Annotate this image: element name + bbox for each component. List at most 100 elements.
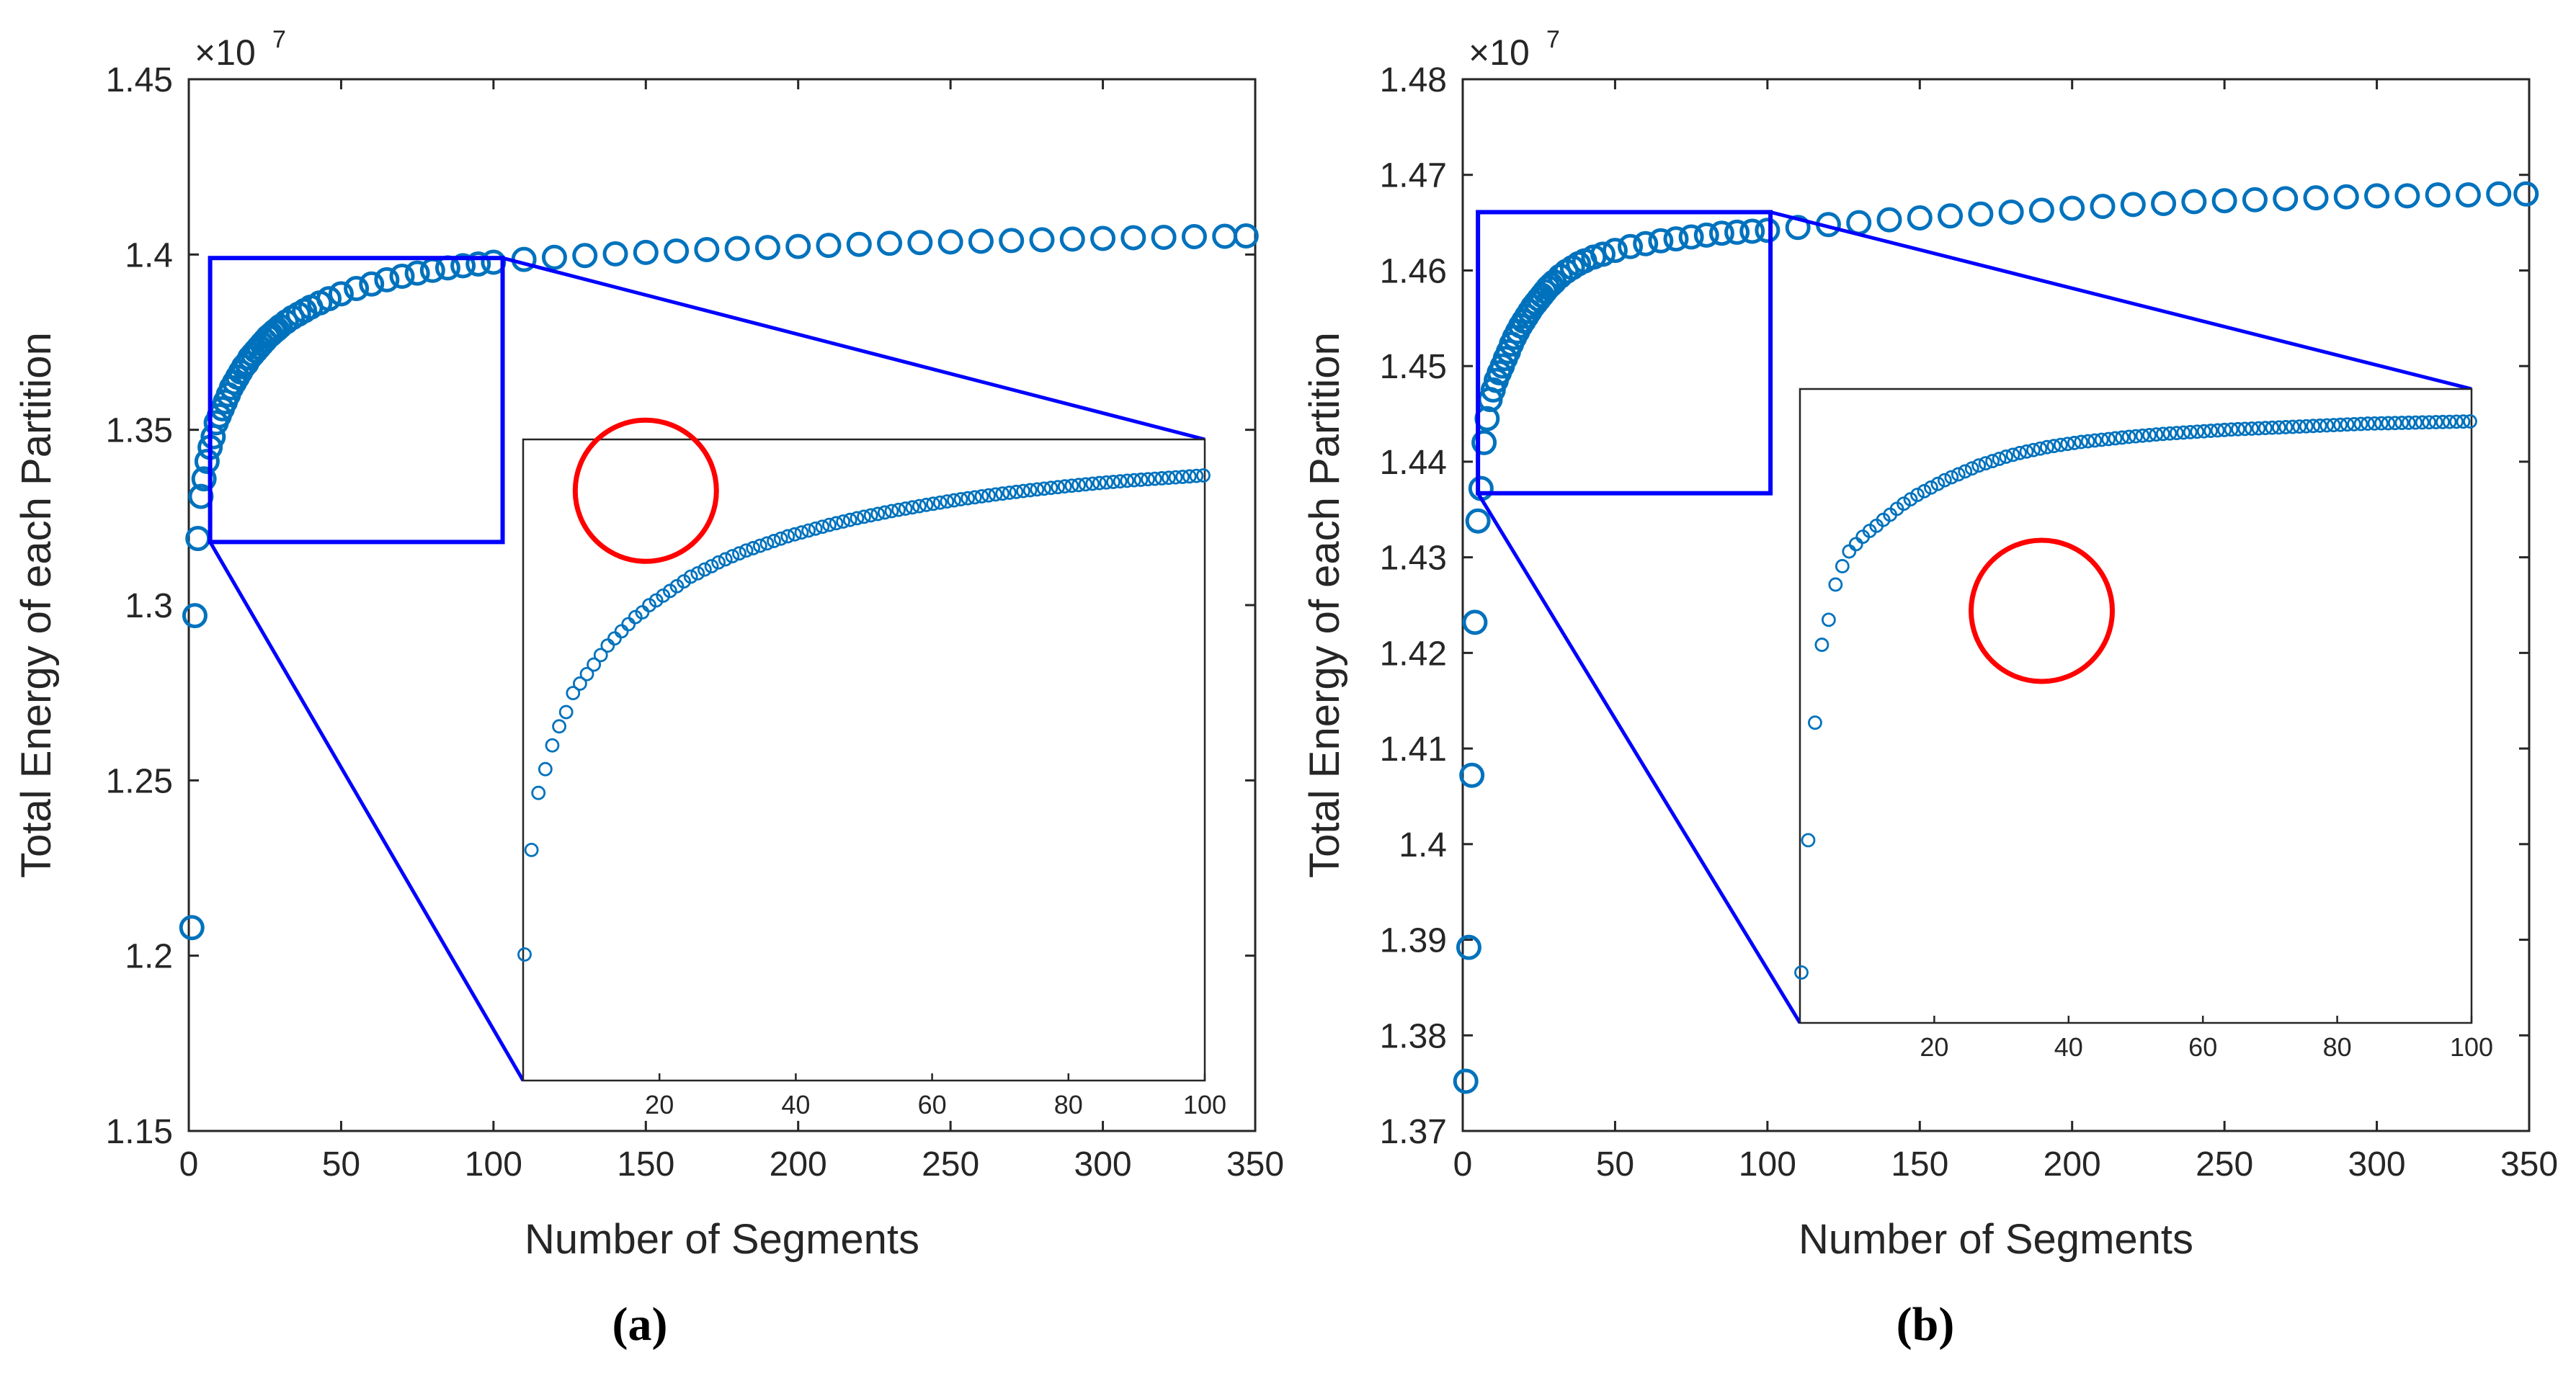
data-point (2273, 186, 2299, 212)
inset-data-point (2387, 416, 2402, 431)
y-tick-label: 1.35 (106, 412, 173, 450)
zoom-box (208, 256, 505, 545)
inset-data-point (1924, 480, 1938, 495)
inset-data-point (2326, 418, 2341, 432)
data-point (2303, 185, 2329, 211)
inset-data-point (2039, 439, 2054, 455)
inset-data-point (2258, 421, 2273, 436)
inset-data-point (1985, 454, 2000, 468)
inset-data-point (725, 549, 740, 564)
inset-data-point (1182, 469, 1197, 484)
x-tick-label: 350 (2500, 1145, 2558, 1184)
inset-data-point (2237, 421, 2252, 437)
data-point (1633, 231, 1659, 256)
inset-data-point (2340, 417, 2355, 432)
inset-data-point (2210, 423, 2225, 438)
inset-data-point (953, 492, 968, 506)
panel-caption: (a) (612, 1298, 668, 1351)
data-point (316, 286, 342, 312)
inset-data-point (2176, 425, 2191, 440)
y-tick-label: 1.46 (1380, 252, 1447, 290)
data-point (182, 603, 208, 629)
data-point (1724, 219, 1750, 245)
inset-data-point (579, 666, 594, 681)
inset-data-point (732, 546, 746, 561)
x-tick-label: 350 (1226, 1145, 1284, 1184)
inset-data-point (1964, 461, 1979, 476)
inset-data-point (2422, 415, 2437, 430)
inset-data-point (2381, 416, 2396, 431)
inset-data-point (2155, 426, 2170, 442)
inset-data-point (863, 508, 878, 523)
inset-data-point (988, 487, 1003, 502)
inset-data-point (2428, 415, 2443, 429)
highlight-circle (1969, 537, 2116, 684)
inset-data-point (2271, 420, 2286, 435)
inset-data-point (2442, 414, 2457, 429)
x-tick-label: 0 (1453, 1145, 1473, 1184)
data-point (1212, 223, 1238, 249)
x-tick-label: 250 (922, 1145, 979, 1184)
inset-data-point (801, 523, 816, 538)
x-axis-label: Number of Segments (1799, 1216, 2193, 1263)
inset-data-point (2196, 424, 2211, 439)
data-point (1785, 215, 1811, 241)
inset-data-point (1794, 965, 1809, 980)
inset-data-point (2115, 430, 2129, 445)
inset-data-point (2347, 416, 2361, 431)
inset-axes-box (1799, 388, 2473, 1024)
x-tick-label: 50 (1596, 1145, 1634, 1184)
inset-data-point (566, 686, 581, 701)
inset-data-point (1930, 476, 1946, 491)
inset-data-point (2408, 415, 2423, 430)
inset-data-point (829, 516, 844, 531)
inset-data-point (2074, 434, 2089, 450)
y-axis-label: Total Energy of each Partition (13, 332, 60, 878)
data-point (359, 271, 385, 297)
inset-x-tick-label: 100 (2450, 1032, 2493, 1062)
inset-data-point (787, 527, 802, 542)
inset-data-point (2463, 414, 2477, 429)
inset-data-point (2231, 421, 2245, 437)
zoom-box (1476, 210, 1773, 496)
inset-data-point (1037, 481, 1051, 496)
inset-data-point (1043, 480, 1059, 496)
inset-data-point (752, 538, 767, 553)
x-tick-label: 150 (617, 1145, 674, 1184)
data-point (541, 244, 567, 270)
inset-data-point (2415, 415, 2430, 430)
data-point (465, 251, 491, 277)
inset-data-point (759, 536, 775, 551)
zoom-connector-line (1770, 210, 2472, 391)
inset-data-point (2306, 419, 2321, 434)
inset-data-point (2245, 421, 2259, 436)
data-point (694, 237, 720, 263)
inset-data-point (905, 500, 920, 515)
y-tick-label: 1.43 (1380, 540, 1447, 578)
data-point (1181, 224, 1207, 250)
inset-data-point (794, 525, 809, 540)
inset-data-point (746, 541, 761, 555)
inset-data-point (932, 495, 948, 510)
inset-data-point (2312, 419, 2327, 433)
data-point (1876, 207, 1902, 233)
y-tick-label: 1.44 (1380, 444, 1447, 482)
data-point (1693, 222, 1719, 248)
inset-data-point (1917, 484, 1932, 498)
inset-data-point (2224, 422, 2239, 437)
y-tick-label: 1.48 (1380, 61, 1447, 99)
inset-data-point (808, 521, 823, 536)
inset-data-point (2121, 429, 2136, 444)
data-point (785, 233, 811, 259)
inset-data-point (967, 490, 982, 505)
inset-data-point (683, 569, 698, 584)
data-point (1678, 224, 1704, 250)
inset-data-point (593, 648, 608, 663)
zoom-connector-line (502, 256, 1205, 442)
inset-data-point (1099, 475, 1114, 490)
inset-data-point (1022, 483, 1038, 498)
panel-caption: (b) (1897, 1298, 1955, 1351)
data-point (194, 448, 220, 474)
data-point (404, 260, 430, 286)
data-point (2513, 181, 2539, 207)
